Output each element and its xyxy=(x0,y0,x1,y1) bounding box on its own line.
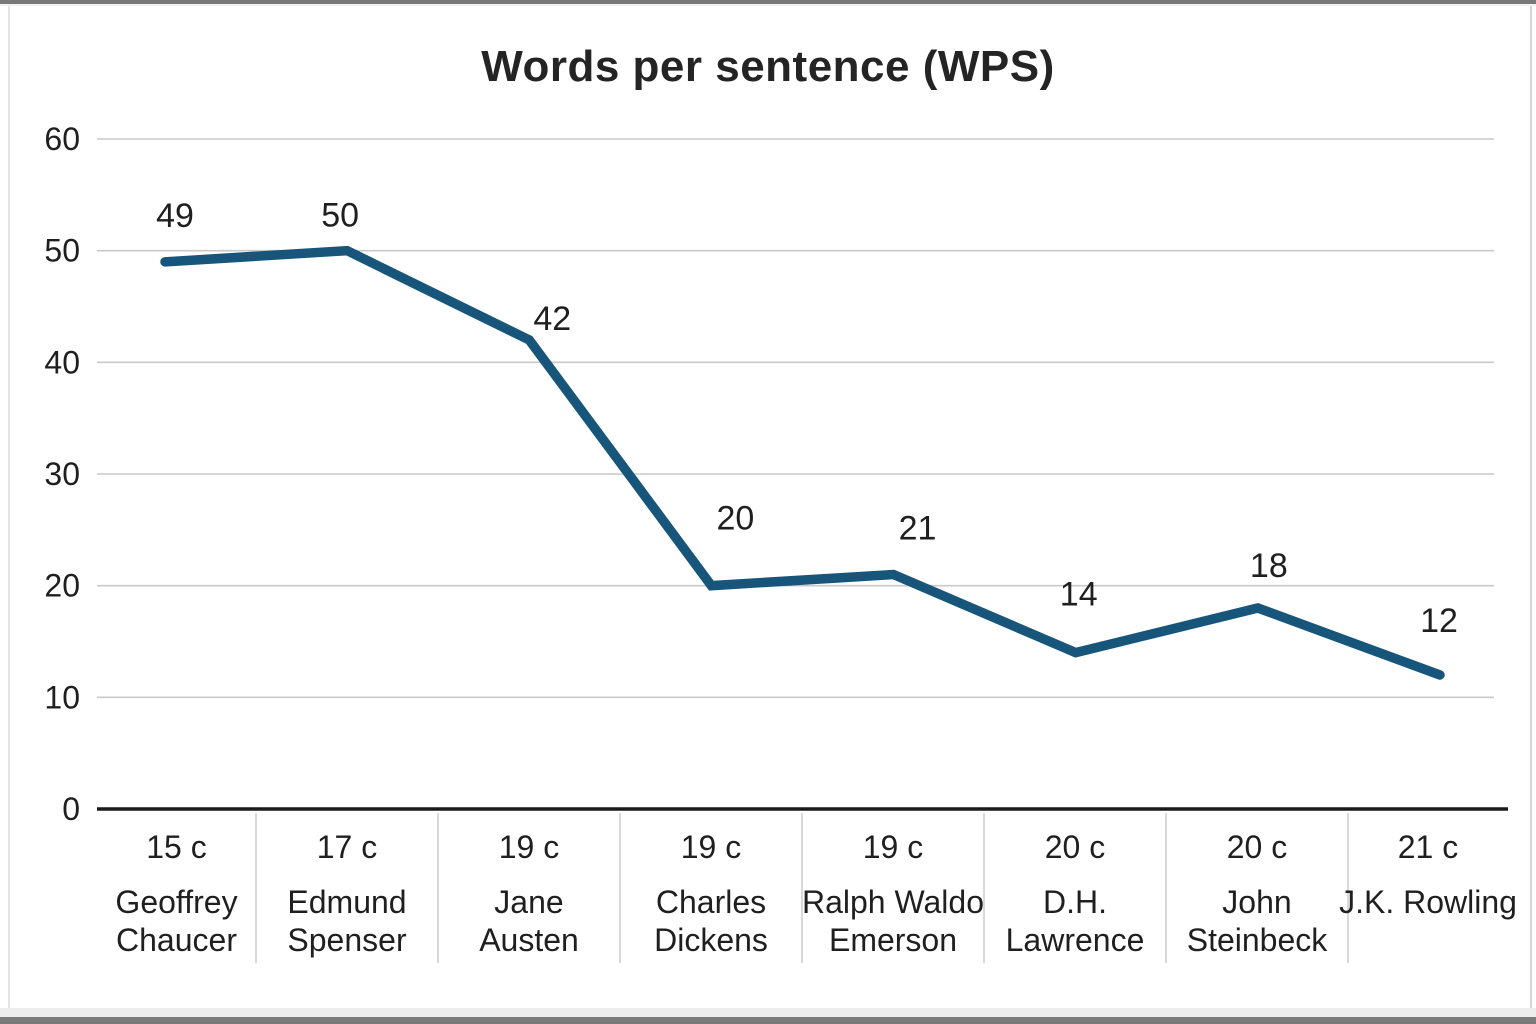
category-century-label: 19 c xyxy=(863,829,923,865)
category-author-label: Geoffrey xyxy=(115,884,237,920)
category-author-label: Austen xyxy=(479,922,579,958)
category-century-label: 19 c xyxy=(681,829,741,865)
window-bottom-strip xyxy=(0,1008,1536,1017)
category-author-label: Dickens xyxy=(654,922,768,958)
category-century-label: 19 c xyxy=(499,829,559,865)
data-point-label: 50 xyxy=(321,197,359,235)
category-century-label: 17 c xyxy=(317,829,377,865)
category-author-label: Emerson xyxy=(829,922,957,958)
y-axis-tick-label: 10 xyxy=(44,679,80,715)
category-author-label: Edmund xyxy=(287,884,406,920)
window-top-bar xyxy=(0,0,1536,6)
category-century-label: 20 c xyxy=(1045,829,1105,865)
data-point-label: 14 xyxy=(1060,576,1098,614)
category-century-label: 15 c xyxy=(146,829,206,865)
chart-left-border xyxy=(8,6,10,1008)
data-point-label: 42 xyxy=(533,300,571,338)
category-century-label: 20 c xyxy=(1227,829,1287,865)
chart-right-border xyxy=(1530,6,1532,1008)
category-century-label: 21 c xyxy=(1398,829,1458,865)
category-author-label: Lawrence xyxy=(1006,922,1145,958)
category-author-label: Jane xyxy=(494,884,563,920)
y-axis-tick-label: 50 xyxy=(44,233,80,269)
data-point-label: 21 xyxy=(899,510,937,548)
category-author-label: J.K. Rowling xyxy=(1339,884,1517,920)
y-axis-tick-label: 30 xyxy=(44,456,80,492)
y-axis-tick-label: 60 xyxy=(44,121,80,157)
data-point-label: 20 xyxy=(717,500,755,538)
category-author-label: D.H. xyxy=(1043,884,1107,920)
data-point-label: 49 xyxy=(156,197,194,235)
category-author-label: Ralph Waldo xyxy=(802,884,984,920)
y-axis-tick-label: 40 xyxy=(44,344,80,380)
category-author-label: Chaucer xyxy=(116,922,237,958)
window-bottom-bar xyxy=(0,1017,1536,1024)
category-author-label: Spenser xyxy=(287,922,407,958)
category-author-label: Charles xyxy=(656,884,766,920)
y-axis-tick-label: 20 xyxy=(44,568,80,604)
trend-line xyxy=(160,245,1445,680)
y-axis-tick-label: 0 xyxy=(62,791,80,827)
category-author-label: John xyxy=(1222,884,1291,920)
data-point-label: 18 xyxy=(1250,547,1288,585)
data-point-label: 12 xyxy=(1420,602,1458,640)
category-author-label: Steinbeck xyxy=(1187,922,1329,958)
chart-title: Words per sentence (WPS) xyxy=(481,42,1055,91)
